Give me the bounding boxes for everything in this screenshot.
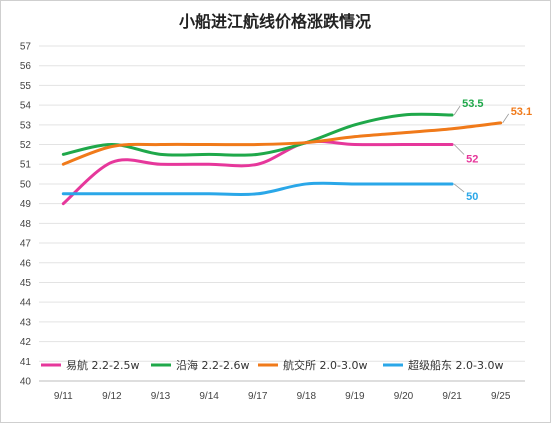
x-tick-label: 9/18 bbox=[297, 391, 317, 402]
y-tick-label: 41 bbox=[20, 357, 32, 368]
y-tick-label: 51 bbox=[20, 160, 32, 171]
y-tick-label: 53 bbox=[20, 120, 32, 131]
y-tick-label: 54 bbox=[20, 101, 32, 112]
y-tick-label: 56 bbox=[20, 61, 32, 72]
x-tick-label: 9/21 bbox=[442, 391, 462, 402]
series-line bbox=[61, 139, 454, 206]
y-tick-label: 46 bbox=[20, 258, 32, 269]
x-tick-label: 9/20 bbox=[394, 391, 414, 402]
y-tick-label: 55 bbox=[20, 81, 32, 92]
legend-entry: 沿海 2.2-2.6w bbox=[176, 358, 249, 372]
end-label-leader bbox=[502, 113, 510, 124]
y-tick-label: 44 bbox=[20, 298, 32, 309]
chart-title: 小船进江航线价格涨跌情况 bbox=[179, 12, 371, 31]
y-tick-label: 42 bbox=[20, 337, 32, 348]
x-axis-ticks: 9/11 9/12 9/13 9/14 9/17 9/18 9/19 9/20 9/21 9/25 bbox=[54, 391, 511, 402]
y-tick-label: 49 bbox=[20, 199, 32, 210]
end-labels: 52 53.5 53.1 50 bbox=[453, 98, 532, 203]
legend-entry: 易航 2.2-2.5w bbox=[66, 358, 139, 372]
x-tick-label: 9/25 bbox=[491, 391, 511, 402]
x-tick-label: 9/14 bbox=[199, 391, 219, 402]
y-tick-label: 48 bbox=[20, 219, 32, 230]
end-label-leader bbox=[453, 105, 461, 116]
x-tick-label: 9/12 bbox=[102, 391, 122, 402]
x-tick-label: 9/13 bbox=[151, 391, 171, 402]
y-tick-label: 57 bbox=[20, 42, 32, 53]
end-label-leader bbox=[453, 144, 465, 155]
x-tick-label: 9/19 bbox=[345, 391, 365, 402]
y-tick-label: 47 bbox=[20, 239, 32, 250]
end-value-label: 53.1 bbox=[511, 106, 532, 118]
y-axis-ticks: 40 41 42 43 44 45 46 47 48 49 50 51 52 53 54 55 56 57 bbox=[20, 42, 32, 388]
end-value-label: 52 bbox=[466, 154, 478, 166]
end-label-leader bbox=[453, 183, 465, 193]
legend-entry: 超级船东 2.0-3.0w bbox=[408, 358, 503, 372]
legend: 易航 2.2-2.5w 沿海 2.2-2.6w 航交所 2.0-3.0w 超级船东 2… bbox=[41, 358, 503, 372]
y-tick-label: 40 bbox=[20, 377, 32, 388]
series-lines bbox=[61, 112, 503, 206]
end-value-label: 50 bbox=[466, 191, 478, 203]
y-tick-label: 52 bbox=[20, 140, 32, 151]
x-tick-label: 9/17 bbox=[248, 391, 268, 402]
grid-lines bbox=[39, 45, 525, 382]
series-line bbox=[61, 181, 454, 197]
y-tick-label: 45 bbox=[20, 278, 32, 289]
y-tick-label: 43 bbox=[20, 317, 32, 328]
x-tick-label: 9/11 bbox=[54, 391, 73, 402]
end-value-label: 53.5 bbox=[462, 98, 483, 110]
series-line bbox=[61, 121, 503, 166]
y-tick-label: 50 bbox=[20, 179, 32, 190]
legend-entry: 航交所 2.0-3.0w bbox=[283, 358, 367, 372]
